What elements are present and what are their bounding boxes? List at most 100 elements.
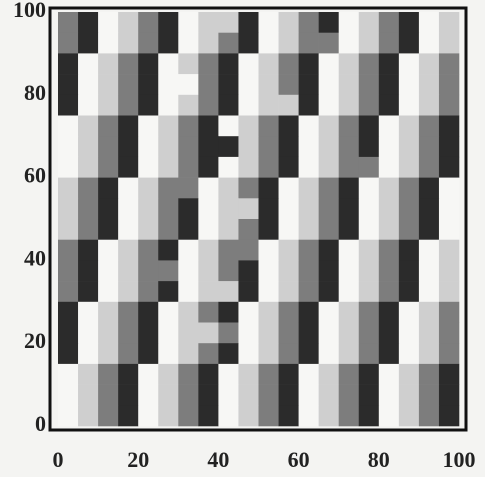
heatmap-cell [138,74,159,96]
heatmap-cell [78,343,99,365]
heatmap-cell [138,94,159,116]
heatmap-cell [398,156,420,178]
heatmap-cell [338,53,360,75]
y-tick-label: 60 [24,163,46,188]
heatmap-cell [118,32,139,54]
heatmap-cell [198,115,219,137]
heatmap-cell [58,384,79,406]
heatmap-cell [398,301,420,323]
heatmap-cell [338,136,360,158]
heatmap-cell [278,136,299,158]
heatmap-cell [258,281,279,303]
heatmap-cell [318,301,339,323]
heatmap-cell [398,198,420,220]
heatmap-cell [238,94,259,116]
heatmap-cell [238,363,259,385]
heatmap-cell [278,74,299,96]
heatmap-cell [358,281,380,303]
heatmap-cell [118,363,139,385]
heatmap-cell [258,301,279,323]
heatmap-cell [158,12,179,33]
heatmap-cell [218,363,239,385]
heatmap-cell [278,115,299,137]
heatmap-cell [58,260,79,282]
heatmap-cell [118,12,139,33]
heatmap-cell [178,343,199,365]
heatmap-cell [298,12,319,33]
heatmap-cell [338,74,360,96]
heatmap-cell [318,343,339,365]
heatmap-cell [438,156,460,178]
heatmap-cell [238,12,259,33]
heatmap-cell [78,219,99,240]
heatmap-cell [98,322,119,344]
heatmap-cell [118,301,139,323]
heatmap-cell [218,53,239,75]
heatmap-cell [438,363,460,385]
heatmap-cell [378,94,400,116]
heatmap-cell [118,322,139,344]
heatmap-cell [98,405,119,427]
heatmap-cell [378,32,400,54]
heatmap-cell [78,301,99,323]
heatmap-cell [338,260,360,282]
heatmap-cell [358,219,380,240]
heatmap-cell [98,343,119,365]
heatmap-cell [258,363,279,385]
heatmap-cell [158,281,179,303]
heatmap-cell [98,219,119,240]
heatmap-cell [418,260,440,282]
x-tick-label: 20 [127,447,149,472]
heatmap-cell [98,239,119,261]
heatmap-cell [238,198,259,220]
heatmap-cell [138,219,159,240]
heatmap-cell [358,239,380,261]
heatmap-cell [58,12,79,33]
heatmap-cell [418,384,440,406]
x-tick-label: 80 [368,447,390,472]
heatmap-cell [58,156,79,178]
heatmap-cell [318,94,339,116]
heatmap-cell [238,301,259,323]
heatmap-cell [318,281,339,303]
heatmap-cell [338,156,360,178]
heatmap-cell [398,281,420,303]
heatmap-cell [298,301,319,323]
heatmap-cell [258,322,279,344]
heatmap-cell [138,239,159,261]
heatmap-cell [198,12,219,33]
heatmap-cell [198,94,219,116]
heatmap-cell [378,115,400,137]
heatmap-cell [158,156,179,178]
heatmap-cell [378,177,400,199]
heatmap-cell [198,281,219,303]
heatmap-cell [158,115,179,137]
heatmap-cell [378,343,400,365]
heatmap-cell [138,384,159,406]
heatmap-cell [78,12,99,33]
heatmap-cell [398,12,420,33]
heatmap-cell [78,115,99,137]
heatmap-cell [378,198,400,220]
heatmap-cell [218,219,239,240]
heatmap-cell [258,239,279,261]
heatmap-cell [158,136,179,158]
heatmap-cell [218,32,239,54]
heatmap-cell [158,198,179,220]
heatmap-cell [178,12,199,33]
heatmap-cell [118,281,139,303]
heatmap-cell [78,384,99,406]
heatmap-cell [358,322,380,344]
heatmap-cell [238,136,259,158]
heatmap-cell [98,74,119,96]
heatmap-cell [78,136,99,158]
heatmap-cell [378,156,400,178]
heatmap-cell [198,322,219,344]
heatmap-cell [78,198,99,220]
heatmap-cell [318,260,339,282]
heatmap-cell [158,177,179,199]
y-tick-label: 100 [13,0,46,22]
heatmap-cell [138,301,159,323]
heatmap-cell [198,301,219,323]
heatmap-cell [158,384,179,406]
